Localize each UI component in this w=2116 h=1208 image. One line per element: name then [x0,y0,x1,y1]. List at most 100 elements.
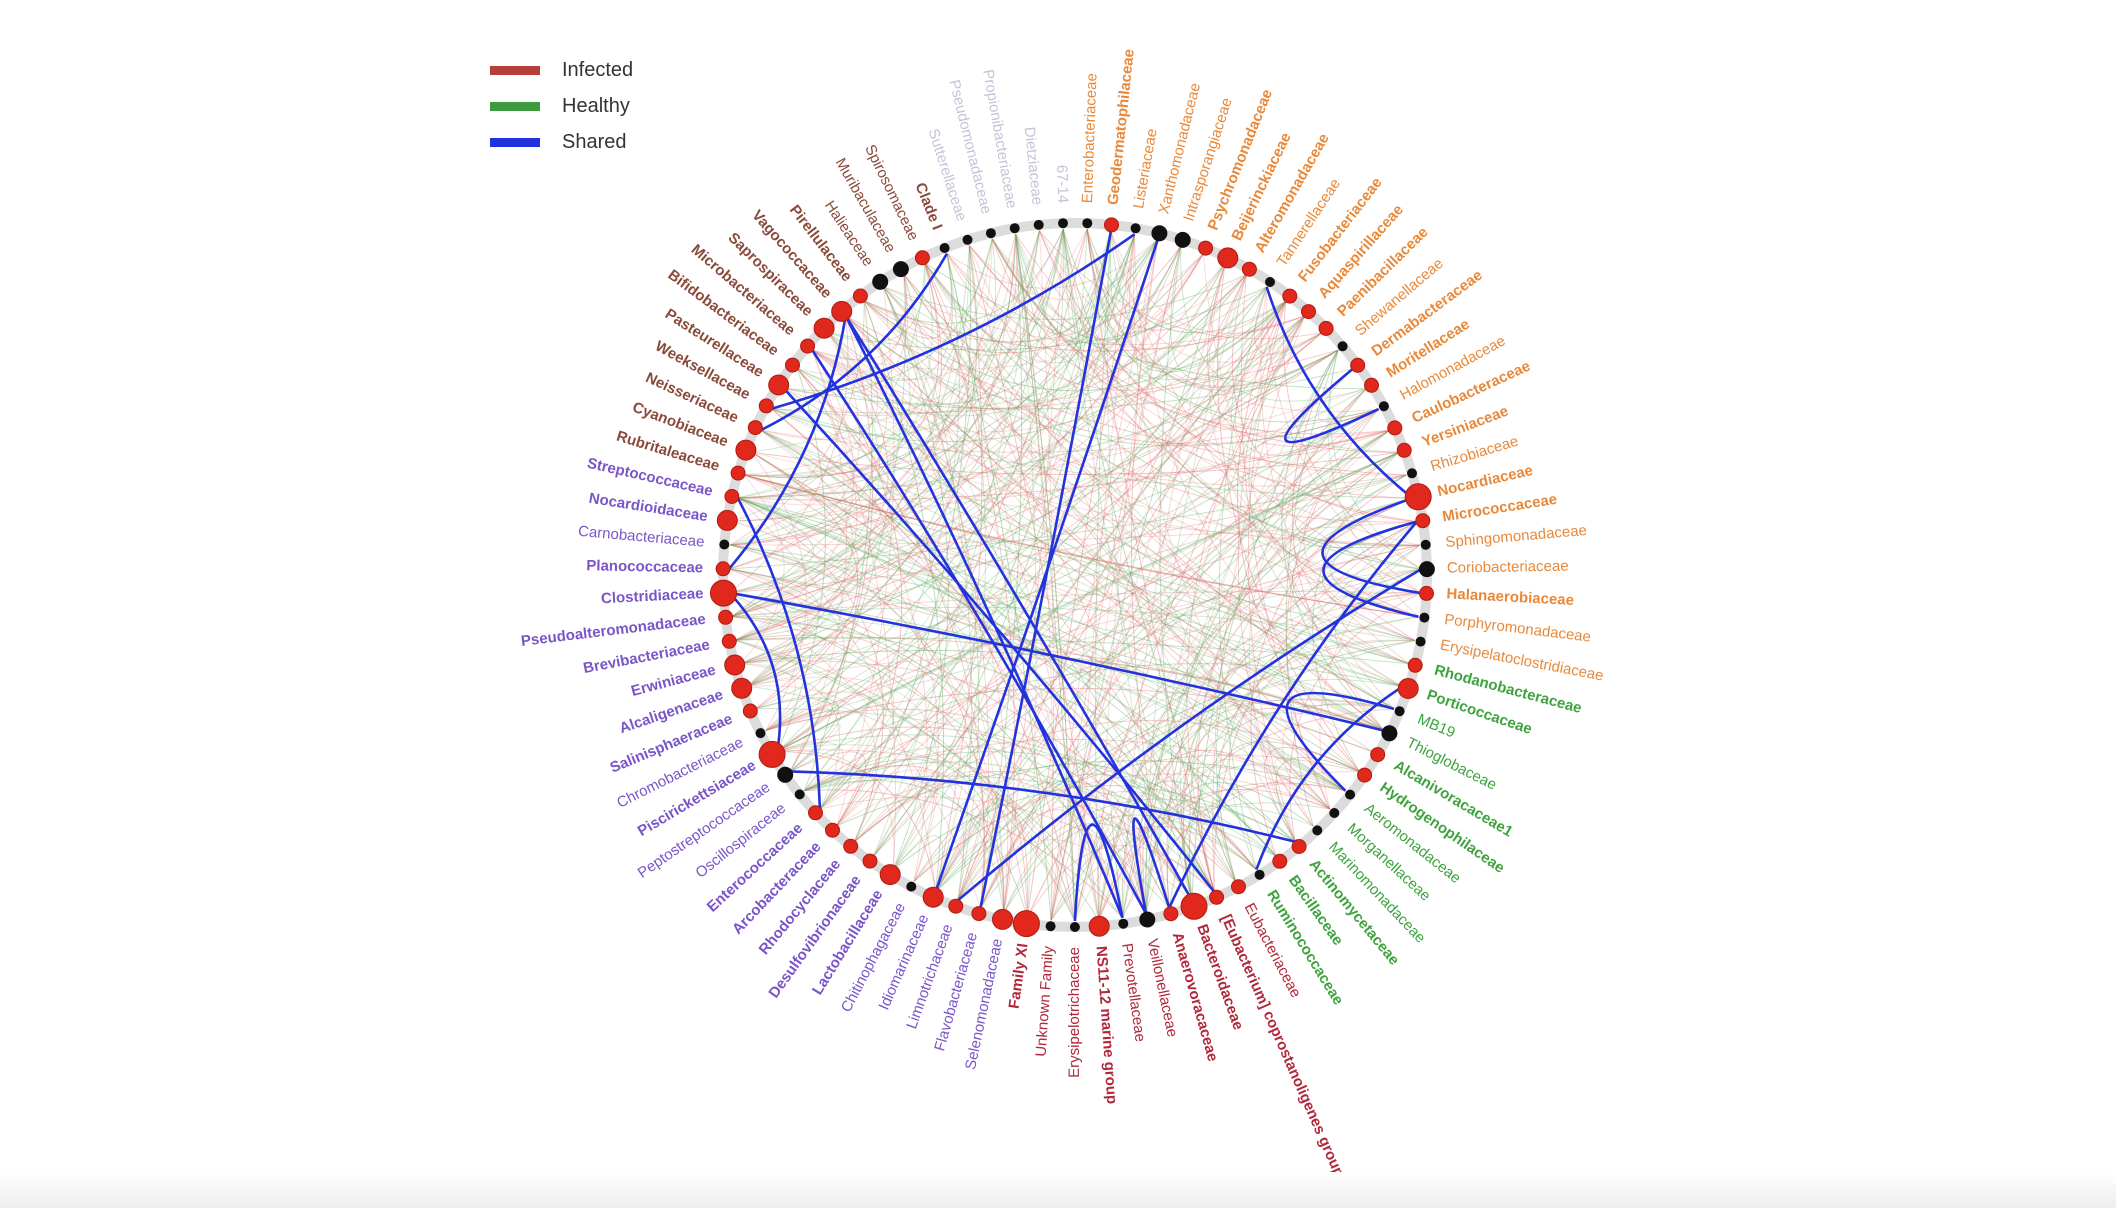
healthy-edge [883,238,1159,343]
healthy-edge [1062,229,1088,346]
infected-edge [1180,707,1385,901]
shared-edge-tannerellaceae-nocardiaceae [1265,286,1414,500]
infected-edge [924,263,1100,921]
healthy-edge [743,234,1017,478]
infected-edge [836,368,1354,827]
infected-edge [863,300,1403,688]
healthy-edge [819,263,1226,810]
healthy-edge [935,568,1422,893]
healthy-edge [731,615,1331,810]
infected-edge [1003,229,1064,914]
infected-edge [1015,234,1076,922]
healthy-edge [755,697,839,772]
infected-edge [1286,408,1379,810]
node-rhizobiaceae [1407,468,1417,479]
node-prevotellaceae [1118,918,1129,929]
healthy-edge [873,230,1040,857]
healthy-edge [803,300,873,791]
healthy-edge [789,663,1403,772]
infected-edge [728,300,888,570]
healthy-edge [729,349,1339,594]
healthy-edge [980,429,1390,909]
healthy-edge [873,429,1390,857]
infected-edge [1110,230,1410,665]
infected-edge [1284,388,1403,688]
healthy-edge [892,835,943,892]
infected-edge [968,238,1159,300]
healthy-edge [873,230,1112,857]
infected-edge [743,474,1385,732]
healthy-edge [883,286,949,870]
node-beijerinckiaceae [1217,247,1239,269]
infected-edge [957,798,1017,914]
healthy-edge [892,234,1136,870]
healthy-edge [863,300,1287,392]
infected-edge [1026,234,1136,918]
healthy-edge [980,798,1296,909]
infected-edge [845,315,1407,476]
infected-edge [1202,253,1385,731]
shared-edge-mb19-aeromonadaceae [1285,691,1395,792]
infected-edge [1317,592,1421,641]
healthy-edge [737,238,1159,499]
infected-edge [731,590,1421,618]
node-erwiniaceae [724,654,746,676]
infected-edge [836,229,1088,827]
node-erysipelatoclostridiaceae [1415,636,1426,647]
legend-swatch-shared [490,137,540,147]
infected-edge [883,286,1417,523]
infected-edge [743,474,1385,732]
infected-edge [1267,315,1323,373]
infected-edge [1122,521,1418,918]
node-dietziaceae [1033,219,1044,230]
node-halomonadaceae [1378,401,1389,412]
infected-edge [737,497,937,892]
node-rhodocyclaceae [843,838,859,854]
infected-edge [1050,825,1257,921]
infected-edge [1274,757,1346,827]
infected-edge [811,349,1407,487]
healthy-edge [731,616,1296,843]
infected-edge [765,708,1193,901]
node-flavobacteriaceae [971,906,987,922]
healthy-edge [733,286,911,522]
healthy-edge [771,238,996,436]
node-thioglobaceae [1381,725,1398,742]
infected-edge [1133,234,1314,827]
infected-edge [730,332,1323,546]
node-pirellulaceae [852,288,868,304]
healthy-edge [777,451,1399,752]
infected-edge [924,263,1016,914]
healthy-edge [863,228,1064,324]
label-coriobacteriaceae: Coriobacteriaceae [1447,558,1569,577]
healthy-edge [845,315,1379,447]
infected-edge [863,300,1379,445]
healthy-edge [776,300,1287,752]
bottom-shadow [0,1172,2116,1208]
healthy-edge [991,238,1323,381]
infected-edge [1015,233,1419,618]
label-dietziaceae: Dietziaceae [1021,126,1046,206]
label-clostridiaceae: Clostridiaceae [601,585,704,607]
node-selenomonadaceae [992,908,1013,930]
infected-edge [771,408,1123,918]
healthy-edge [731,238,993,618]
infected-edge [747,368,858,687]
infected-edge [751,451,807,731]
infected-edge [743,474,1419,618]
legend-item-shared: Shared [490,124,633,160]
infected-edge [957,839,1147,914]
legend-label-shared: Shared [562,130,627,153]
healthy-edge [819,234,1136,810]
node-xanthomonadaceae [1151,225,1168,242]
healthy-edge [935,429,1390,892]
node-limnotrichaceae [948,898,964,914]
healthy-edge [1218,286,1268,870]
healthy-edge [1015,233,1136,343]
healthy-edge [1184,854,1215,901]
healthy-edge [991,238,1226,341]
infected-edge [1317,368,1379,423]
infected-edge [735,238,1159,641]
infected-edge [728,332,861,570]
label-geodermatophilaceae: Geodermatophilaceae [1105,48,1138,206]
